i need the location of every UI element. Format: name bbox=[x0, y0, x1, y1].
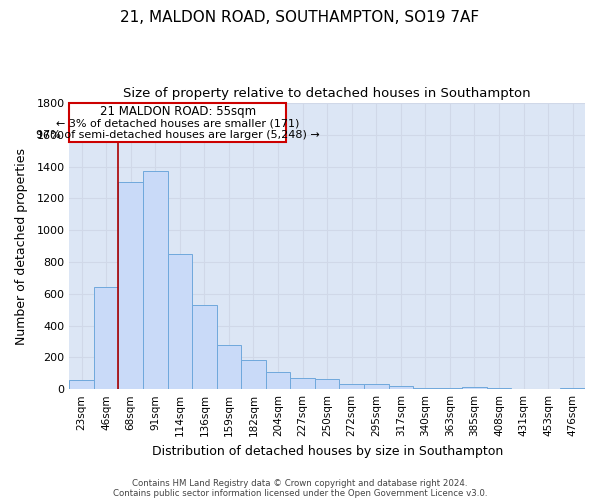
Bar bbox=[192, 305, 217, 389]
Bar bbox=[487, 388, 511, 389]
Bar bbox=[70, 380, 94, 389]
Text: Contains HM Land Registry data © Crown copyright and database right 2024.: Contains HM Land Registry data © Crown c… bbox=[132, 478, 468, 488]
Title: Size of property relative to detached houses in Southampton: Size of property relative to detached ho… bbox=[124, 88, 531, 101]
Bar bbox=[94, 286, 118, 389]
Text: 21, MALDON ROAD, SOUTHAMPTON, SO19 7AF: 21, MALDON ROAD, SOUTHAMPTON, SO19 7AF bbox=[121, 10, 479, 25]
Bar bbox=[217, 344, 241, 389]
Bar bbox=[266, 372, 290, 389]
Bar bbox=[315, 379, 340, 389]
Bar bbox=[241, 360, 266, 389]
X-axis label: Distribution of detached houses by size in Southampton: Distribution of detached houses by size … bbox=[152, 444, 503, 458]
Text: Contains public sector information licensed under the Open Government Licence v3: Contains public sector information licen… bbox=[113, 488, 487, 498]
Bar bbox=[462, 387, 487, 389]
Y-axis label: Number of detached properties: Number of detached properties bbox=[15, 148, 28, 344]
Bar bbox=[364, 384, 389, 389]
Bar bbox=[389, 386, 413, 389]
Text: 97% of semi-detached houses are larger (5,248) →: 97% of semi-detached houses are larger (… bbox=[36, 130, 319, 140]
Bar bbox=[437, 388, 462, 389]
FancyBboxPatch shape bbox=[70, 103, 286, 142]
Bar bbox=[560, 388, 585, 389]
Bar bbox=[413, 388, 437, 389]
Text: ← 3% of detached houses are smaller (171): ← 3% of detached houses are smaller (171… bbox=[56, 118, 299, 128]
Bar bbox=[143, 170, 167, 389]
Bar bbox=[290, 378, 315, 389]
Bar bbox=[118, 182, 143, 389]
Text: 21 MALDON ROAD: 55sqm: 21 MALDON ROAD: 55sqm bbox=[100, 105, 256, 118]
Bar bbox=[167, 254, 192, 389]
Bar bbox=[340, 384, 364, 389]
